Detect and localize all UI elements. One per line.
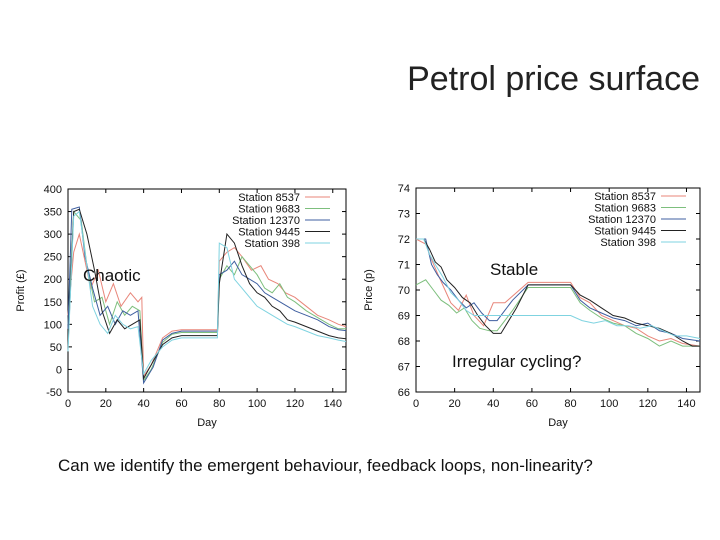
series-line-station-8537 — [67, 232, 347, 378]
y-tick-label: 400 — [44, 184, 62, 196]
x-tick-label: 40 — [138, 398, 150, 410]
series-line-station-9683 — [67, 210, 346, 383]
x-tick-label: 40 — [487, 398, 499, 410]
x-tick-label: 120 — [286, 398, 304, 410]
series-line-station-9445 — [416, 238, 700, 347]
y-axis-label: Price (p) — [363, 269, 375, 311]
legend-label: Station 12370 — [232, 215, 300, 227]
slide-title: Petrol price surface — [407, 60, 700, 98]
legend-label: Station 398 — [600, 237, 656, 249]
irregular-cycling-annotation: Irregular cycling? — [452, 352, 582, 371]
series-line-station-9683 — [415, 279, 700, 347]
chaotic-annotation: Chaotic — [83, 266, 141, 285]
y-tick-label: -50 — [46, 387, 62, 399]
x-tick-label: 60 — [526, 398, 538, 410]
legend-label: Station 9445 — [238, 227, 300, 239]
x-tick-label: 0 — [65, 398, 71, 410]
x-tick-label: 20 — [449, 398, 461, 410]
series-line-station-9445 — [67, 208, 347, 381]
y-tick-label: 69 — [398, 311, 410, 323]
x-tick-label: 80 — [213, 398, 225, 410]
x-tick-label: 140 — [677, 398, 695, 410]
y-tick-label: 71 — [398, 260, 410, 272]
legend-label: Station 9683 — [238, 204, 300, 216]
legend-label: Station 9683 — [594, 203, 656, 215]
legend-label: Station 9445 — [594, 226, 656, 238]
y-axis-label: Profit (£) — [15, 269, 27, 311]
x-tick-label: 140 — [324, 398, 342, 410]
y-tick-label: 200 — [44, 274, 62, 286]
legend-label: Station 8537 — [238, 192, 300, 204]
series-line-station-12370 — [67, 206, 347, 385]
legend-label: Station 8537 — [594, 191, 656, 203]
x-axis-label: Day — [197, 417, 217, 429]
x-tick-label: 20 — [100, 398, 112, 410]
y-tick-label: 350 — [44, 207, 62, 219]
y-tick-label: 74 — [398, 183, 410, 195]
y-tick-label: 150 — [44, 297, 62, 309]
y-tick-label: 50 — [50, 342, 62, 354]
x-tick-label: 120 — [639, 398, 657, 410]
series-line-station-12370 — [416, 238, 701, 342]
y-tick-label: 0 — [56, 364, 62, 376]
y-tick-label: 66 — [398, 387, 410, 399]
x-tick-label: 60 — [175, 398, 187, 410]
question-text: Can we identify the emergent behaviour, … — [58, 456, 593, 475]
y-tick-label: 250 — [44, 252, 62, 264]
y-tick-label: 73 — [398, 209, 410, 221]
series-line-station-398 — [67, 210, 347, 376]
y-tick-label: 67 — [398, 362, 410, 374]
x-tick-label: 80 — [564, 398, 576, 410]
x-axis-label: Day — [548, 417, 568, 429]
x-tick-label: 0 — [413, 398, 419, 410]
y-tick-label: 72 — [398, 234, 410, 246]
plot-frame — [67, 188, 347, 393]
legend-label: Station 12370 — [588, 214, 656, 226]
stable-annotation: Stable — [490, 260, 539, 279]
y-tick-label: 70 — [398, 285, 410, 297]
x-tick-label: 100 — [248, 398, 266, 410]
y-tick-label: 300 — [44, 229, 62, 241]
y-tick-label: 100 — [44, 319, 62, 331]
legend-label: Station 398 — [244, 238, 300, 250]
series-line-station-398 — [416, 238, 701, 339]
x-tick-label: 100 — [600, 398, 618, 410]
series-line-station-8537 — [415, 238, 701, 347]
y-tick-label: 68 — [398, 336, 410, 348]
